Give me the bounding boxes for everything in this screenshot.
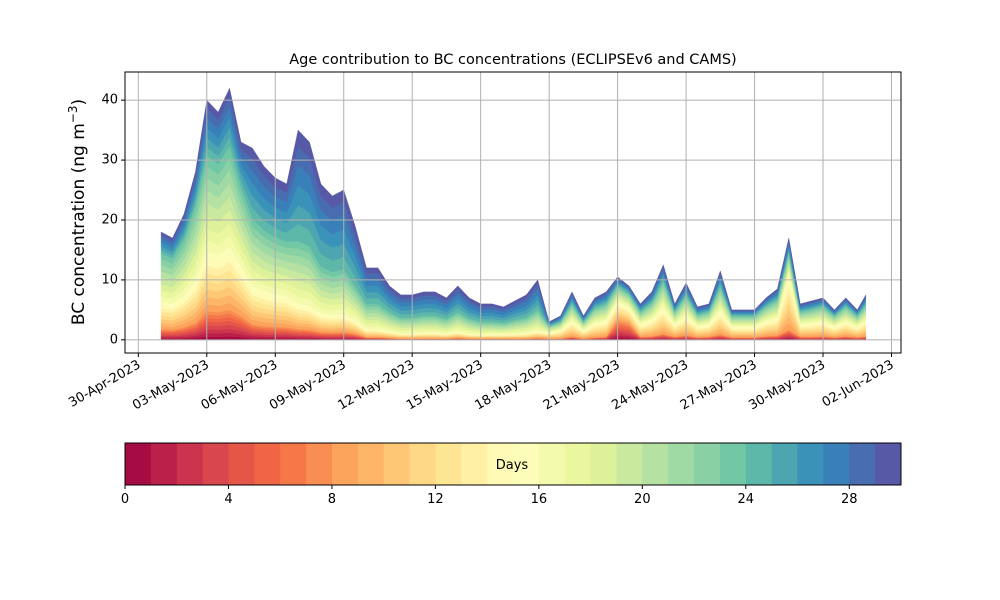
- colorbar-tick-label: 8: [328, 492, 336, 507]
- x-tick-label: 15-May-2023: [404, 357, 486, 413]
- x-tick-label: 18-May-2023: [472, 357, 554, 413]
- colorbar-tick-label: 12: [427, 492, 444, 507]
- chart-title: Age contribution to BC concentrations (E…: [289, 52, 736, 68]
- x-tick-label: 06-May-2023: [199, 357, 281, 413]
- colorbar-bin: [409, 443, 436, 485]
- colorbar-tick-label: 16: [531, 492, 548, 507]
- colorbar-ticks: 0 4 8 12 16 20 24 28: [121, 485, 858, 507]
- colorbar-bin: [280, 443, 307, 485]
- colorbar-bin: [306, 443, 333, 485]
- colorbar-bin: [125, 443, 152, 485]
- x-tick-label: 02-Jun-2023: [820, 357, 897, 410]
- x-tick-label: 12-May-2023: [336, 357, 418, 413]
- colorbar-tick-label: 20: [634, 492, 651, 507]
- y-tick-label: 10: [101, 272, 118, 287]
- colorbar-bin: [176, 443, 204, 485]
- colorbar-bin: [564, 443, 592, 485]
- colorbar-tick-label: 4: [224, 492, 232, 507]
- colorbar-bin: [357, 443, 385, 485]
- colorbar-bin: [150, 443, 178, 485]
- colorbar-bin: [797, 443, 824, 485]
- stacked-area-layers: [160, 87, 866, 340]
- area-layer-age-29: [160, 87, 866, 323]
- colorbar-tick-label: 0: [121, 492, 129, 507]
- colorbar-bin: [875, 443, 902, 485]
- grid: [125, 72, 901, 353]
- y-axis-label: BC concentration (ng m−3): [66, 99, 89, 325]
- x-tick-label: 09-May-2023: [267, 357, 349, 413]
- x-tick-label: 03-May-2023: [130, 357, 212, 413]
- colorbar-bin: [202, 443, 229, 485]
- colorbar-bin: [513, 443, 540, 485]
- colorbar-bin: [771, 443, 799, 485]
- colorbar-bin: [642, 443, 669, 485]
- colorbar-bin: [461, 443, 488, 485]
- y-tick-label: 20: [101, 212, 118, 227]
- x-tick-label: 30-May-2023: [746, 357, 828, 413]
- colorbar-bin: [823, 443, 850, 485]
- x-axis: 30-Apr-202303-May-202306-May-202309-May-…: [66, 353, 896, 413]
- colorbar-bin: [590, 443, 617, 485]
- colorbar-bin: [719, 443, 747, 485]
- colorbar-bin: [616, 443, 643, 485]
- y-tick-label: 30: [101, 153, 118, 168]
- colorbar-bin: [849, 443, 876, 485]
- x-tick-label: 24-May-2023: [609, 357, 691, 413]
- colorbar-bin: [435, 443, 462, 485]
- colorbar-bin: [254, 443, 281, 485]
- colorbar-tick-label: 24: [738, 492, 755, 507]
- colorbar-bin: [668, 443, 695, 485]
- colorbar-bin: [745, 443, 773, 485]
- colorbar-label: Days: [496, 458, 529, 473]
- colorbar-frame: [124, 442, 902, 486]
- y-tick-label: 40: [101, 93, 118, 108]
- colorbar-bin: [331, 443, 359, 485]
- colorbar-bin: [383, 443, 411, 485]
- plot-frame: [124, 71, 902, 354]
- colorbar-bin: [538, 443, 566, 485]
- colorbar-bin: [487, 443, 514, 485]
- colorbar-tick-label: 28: [841, 492, 858, 507]
- x-tick-label: 21-May-2023: [541, 357, 623, 413]
- x-tick-label: 27-May-2023: [678, 357, 760, 413]
- colorbar: [125, 443, 902, 485]
- colorbar-bin: [228, 443, 255, 485]
- colorbar-bin: [694, 443, 721, 485]
- y-tick-label: 0: [110, 332, 118, 347]
- y-axis: 0 10 20 30 40: [101, 93, 125, 347]
